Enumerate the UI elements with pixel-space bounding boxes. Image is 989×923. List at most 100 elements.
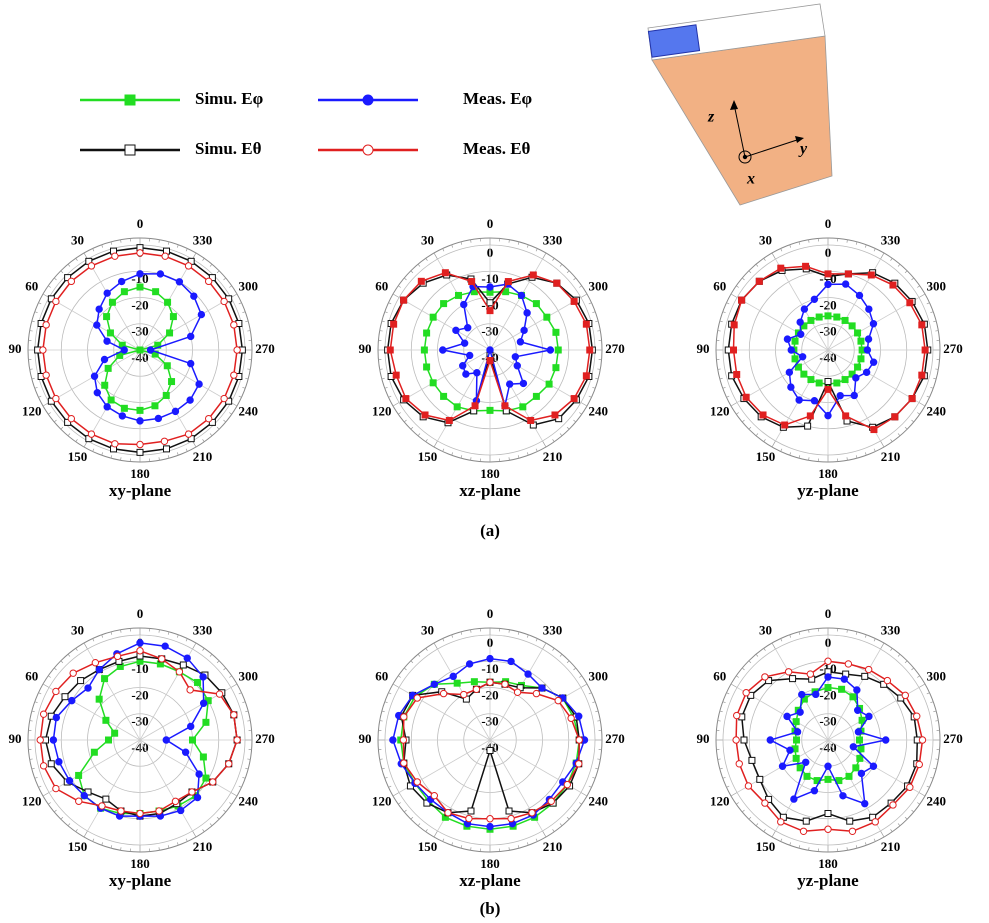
- legend-item: Simu. Eφ: [80, 89, 264, 108]
- minor-tick: [592, 312, 595, 313]
- theta-tick-label: 90: [697, 731, 710, 746]
- marker: [741, 737, 747, 743]
- marker: [468, 808, 474, 814]
- marker: [518, 292, 524, 298]
- marker: [845, 661, 851, 667]
- minor-tick: [543, 253, 547, 259]
- marker: [137, 407, 143, 413]
- minor-tick: [567, 817, 569, 819]
- marker: [121, 405, 127, 411]
- marker: [909, 396, 915, 402]
- marker: [487, 748, 493, 754]
- marker: [414, 695, 420, 701]
- marker: [234, 737, 240, 743]
- minor-tick: [102, 842, 103, 845]
- minor-tick: [443, 638, 444, 641]
- marker: [461, 301, 467, 307]
- minor-tick: [790, 452, 791, 455]
- marker: [200, 700, 206, 706]
- minor-tick: [461, 845, 462, 848]
- minor-tick: [247, 369, 250, 370]
- marker: [533, 690, 539, 696]
- marker: [152, 403, 158, 409]
- marker: [576, 737, 582, 743]
- marker: [94, 389, 100, 395]
- marker: [854, 687, 860, 693]
- marker: [865, 666, 871, 672]
- board: [652, 36, 832, 205]
- marker: [782, 422, 788, 428]
- marker: [430, 314, 436, 320]
- marker: [106, 737, 112, 743]
- marker: [804, 773, 810, 779]
- marker: [162, 253, 168, 259]
- minor-tick: [518, 455, 519, 458]
- minor-tick: [245, 711, 248, 712]
- marker: [825, 281, 831, 287]
- minor-tick: [856, 455, 857, 458]
- minor-tick: [418, 264, 420, 266]
- minor-tick: [581, 403, 587, 407]
- marker: [811, 788, 817, 794]
- minor-tick: [905, 271, 907, 273]
- marker: [391, 321, 397, 327]
- marker: [800, 828, 806, 834]
- minor-tick: [592, 387, 595, 388]
- grid-spoke: [140, 298, 231, 351]
- marker: [112, 253, 118, 259]
- marker: [88, 431, 94, 437]
- theta-tick-label: 210: [881, 449, 901, 464]
- marker: [797, 319, 803, 325]
- marker: [400, 737, 406, 743]
- axis-label: z: [707, 109, 715, 126]
- grid-spoke: [140, 740, 231, 793]
- minor-tick: [471, 457, 472, 460]
- marker: [187, 687, 193, 693]
- minor-tick: [597, 721, 600, 722]
- minor-tick: [736, 803, 738, 805]
- minor-tick: [193, 643, 197, 649]
- theta-tick-label: 60: [375, 668, 388, 683]
- theta-tick-label: 30: [421, 233, 434, 248]
- marker: [104, 338, 110, 344]
- marker: [840, 793, 846, 799]
- marker: [187, 397, 193, 403]
- marker: [762, 800, 768, 806]
- theta-tick-label: 300: [589, 668, 609, 683]
- minor-tick: [382, 378, 385, 379]
- marker: [524, 310, 530, 316]
- minor-tick: [898, 823, 900, 825]
- minor-tick: [790, 842, 791, 845]
- minor-tick: [749, 427, 751, 429]
- x-axis-dot: [743, 155, 747, 159]
- marker: [99, 803, 105, 809]
- minor-tick: [43, 684, 49, 688]
- minor-tick: [742, 668, 744, 670]
- minor-tick: [919, 403, 925, 407]
- minor-tick: [380, 369, 383, 370]
- marker: [156, 808, 162, 814]
- marker: [842, 281, 848, 287]
- minor-tick: [68, 433, 70, 435]
- marker: [825, 826, 831, 832]
- marker: [825, 412, 831, 418]
- minor-tick: [553, 829, 555, 831]
- minor-tick: [193, 831, 197, 837]
- marker: [176, 279, 182, 285]
- minor-tick: [781, 839, 782, 842]
- minor-tick: [527, 452, 528, 455]
- polar-chart: 0-10-20-30-40030609012015018021024027030…: [9, 216, 275, 500]
- marker: [864, 347, 870, 353]
- marker: [465, 325, 471, 331]
- chart-title: xz-plane: [459, 481, 521, 500]
- minor-tick: [595, 711, 598, 712]
- marker: [401, 760, 407, 766]
- marker: [801, 371, 807, 377]
- marker: [387, 347, 393, 353]
- marker: [796, 397, 802, 403]
- minor-tick: [217, 427, 219, 429]
- minor-tick: [93, 839, 94, 842]
- minor-tick: [76, 829, 78, 831]
- marker: [118, 278, 124, 284]
- marker: [469, 279, 475, 285]
